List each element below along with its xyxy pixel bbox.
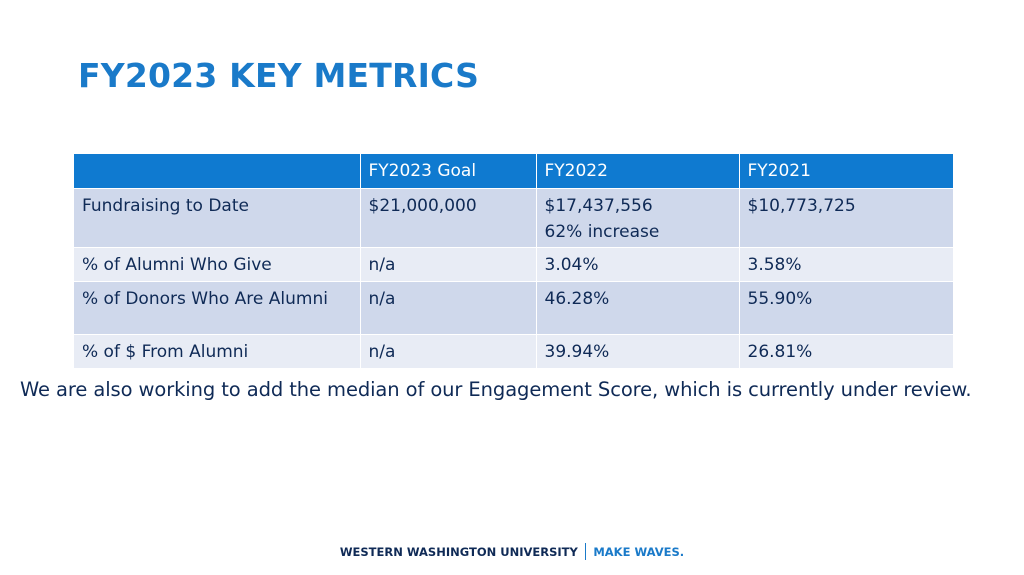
fy2022-value: $17,437,556 [544, 195, 653, 216]
goal-value: n/a [360, 334, 537, 369]
goal-value: n/a [360, 247, 537, 282]
goal-value: n/a [360, 281, 537, 335]
footer-divider [584, 543, 587, 560]
fy2022-increase-note: 62% increase [544, 221, 660, 242]
footer-university-name: WESTERN WASHINGTON UNIVERSITY [339, 545, 578, 559]
table-row: Fundraising to Date $21,000,000 $17,437,… [74, 188, 953, 248]
engagement-score-note: We are also working to add the median of… [20, 378, 972, 401]
header-cell-fy2022: FY2022 [536, 154, 740, 189]
header-cell-fy2021: FY2021 [739, 154, 953, 189]
fy2021-value: 26.81% [739, 334, 953, 369]
fy2021-value: 3.58% [739, 247, 953, 282]
table-header-row: FY2023 Goal FY2022 FY2021 [74, 154, 953, 189]
fy2022-value: 3.04% [536, 247, 740, 282]
fy2021-value: 55.90% [739, 281, 953, 335]
goal-value: $21,000,000 [360, 188, 537, 248]
table-row: % of $ From Alumni n/a 39.94% 26.81% [74, 334, 953, 369]
table-row: % of Donors Who Are Alumni n/a 46.28% 55… [74, 281, 953, 335]
slide-title: FY2023 KEY METRICS [78, 56, 480, 95]
table-row: % of Alumni Who Give n/a 3.04% 3.58% [74, 247, 953, 282]
fy2022-cell: $17,437,556 62% increase [536, 188, 740, 248]
footer-tagline: MAKE WAVES. [593, 545, 685, 559]
metric-label: % of Alumni Who Give [74, 247, 361, 282]
metric-label: % of Donors Who Are Alumni [74, 281, 361, 335]
fy2022-value: 46.28% [536, 281, 740, 335]
metrics-table: FY2023 Goal FY2022 FY2021 Fundraising to… [74, 154, 953, 369]
header-cell-metric [74, 154, 361, 189]
fy2021-value: $10,773,725 [739, 188, 953, 248]
metric-label: Fundraising to Date [74, 188, 361, 248]
header-cell-fy2023-goal: FY2023 Goal [360, 154, 537, 189]
footer: WESTERN WASHINGTON UNIVERSITY MAKE WAVES. [0, 543, 1024, 561]
fy2022-value: 39.94% [536, 334, 740, 369]
metric-label: % of $ From Alumni [74, 334, 361, 369]
